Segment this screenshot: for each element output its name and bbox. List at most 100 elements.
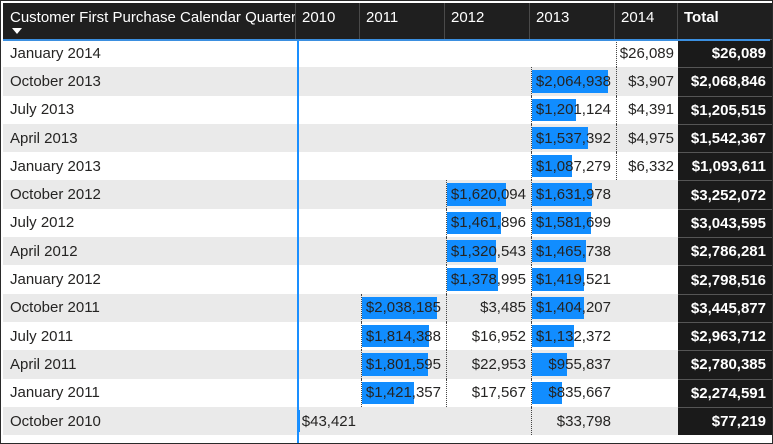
- row-label[interactable]: January 2014: [3, 39, 296, 68]
- value-cell[interactable]: [296, 180, 360, 209]
- value-cell[interactable]: [360, 123, 445, 153]
- value-cell[interactable]: [360, 265, 445, 294]
- column-header-2012[interactable]: 2012: [445, 3, 530, 39]
- value-cell[interactable]: [296, 39, 360, 68]
- column-header-2013[interactable]: 2013: [530, 3, 615, 39]
- row-label[interactable]: October 2010: [3, 406, 296, 436]
- value-cell[interactable]: [445, 406, 530, 436]
- row-total-cell[interactable]: $3,252,072: [678, 180, 772, 209]
- value-cell[interactable]: $1,620,094: [445, 180, 530, 209]
- value-cell[interactable]: $3,485: [445, 293, 530, 322]
- value-cell[interactable]: [296, 265, 360, 294]
- value-cell[interactable]: [615, 208, 678, 238]
- row-total-cell[interactable]: $1,542,367: [678, 123, 772, 153]
- value-cell[interactable]: [360, 208, 445, 238]
- value-cell[interactable]: [360, 67, 445, 96]
- value-cell[interactable]: [296, 378, 360, 407]
- value-cell[interactable]: [445, 39, 530, 68]
- value-cell[interactable]: [296, 208, 360, 238]
- value-cell[interactable]: $6,332: [615, 152, 678, 181]
- value-cell[interactable]: [445, 152, 530, 181]
- row-label[interactable]: April 2013: [3, 123, 296, 153]
- row-label[interactable]: January 2013: [3, 152, 296, 181]
- value-cell[interactable]: [445, 123, 530, 153]
- value-cell[interactable]: [615, 378, 678, 407]
- row-total-cell[interactable]: $2,786,281: [678, 237, 772, 266]
- value-cell[interactable]: [296, 237, 360, 266]
- value-cell[interactable]: $4,975: [615, 123, 678, 153]
- row-total-cell[interactable]: $2,068,846: [678, 67, 772, 96]
- value-cell[interactable]: $955,837: [530, 350, 615, 379]
- row-total-cell[interactable]: $77,219: [678, 406, 772, 436]
- value-cell[interactable]: [360, 237, 445, 266]
- value-cell[interactable]: [615, 406, 678, 436]
- value-cell[interactable]: $3,907: [615, 67, 678, 96]
- value-cell[interactable]: [615, 321, 678, 351]
- row-label[interactable]: July 2012: [3, 208, 296, 238]
- row-label[interactable]: July 2011: [3, 321, 296, 351]
- row-total-cell[interactable]: $26,089: [678, 39, 772, 68]
- value-cell[interactable]: $1,421,357: [360, 378, 445, 407]
- value-cell[interactable]: $2,038,185: [360, 293, 445, 322]
- value-cell[interactable]: [296, 95, 360, 124]
- column-header-2014[interactable]: 2014: [615, 3, 678, 39]
- row-label[interactable]: January 2011: [3, 378, 296, 407]
- row-label[interactable]: April 2012: [3, 237, 296, 266]
- row-label[interactable]: April 2011: [3, 350, 296, 379]
- row-label[interactable]: July 2013: [3, 95, 296, 124]
- row-total-cell[interactable]: $2,798,516: [678, 265, 772, 294]
- value-cell[interactable]: $33,798: [530, 406, 615, 436]
- value-cell[interactable]: [296, 321, 360, 351]
- row-total-cell[interactable]: $3,043,595: [678, 208, 772, 238]
- value-cell[interactable]: $1,801,595: [360, 350, 445, 379]
- value-cell[interactable]: [445, 95, 530, 124]
- value-cell[interactable]: $22,953: [445, 350, 530, 379]
- value-cell[interactable]: $1,404,207: [530, 293, 615, 322]
- sort-descending-icon[interactable]: [12, 28, 22, 34]
- value-cell[interactable]: [615, 293, 678, 322]
- value-cell[interactable]: $1,378,995: [445, 265, 530, 294]
- value-cell[interactable]: [296, 293, 360, 322]
- value-cell[interactable]: [615, 265, 678, 294]
- value-cell[interactable]: $26,089: [615, 39, 678, 68]
- row-total-cell[interactable]: $1,093,611: [678, 152, 772, 181]
- value-cell[interactable]: [296, 350, 360, 379]
- value-cell[interactable]: $1,132,372: [530, 321, 615, 351]
- value-cell[interactable]: [615, 350, 678, 379]
- column-resize-handle[interactable]: [297, 41, 299, 443]
- row-total-cell[interactable]: $2,780,385: [678, 350, 772, 379]
- row-header-customer-first-purchase-quarter[interactable]: Customer First Purchase Calendar Quarter: [3, 3, 296, 39]
- value-cell[interactable]: $1,581,699: [530, 208, 615, 238]
- value-cell[interactable]: [445, 67, 530, 96]
- value-cell[interactable]: $4,391: [615, 95, 678, 124]
- value-cell[interactable]: $1,419,521: [530, 265, 615, 294]
- value-cell[interactable]: $835,667: [530, 378, 615, 407]
- value-cell[interactable]: $1,461,896: [445, 208, 530, 238]
- row-total-cell[interactable]: $1,205,515: [678, 95, 772, 124]
- value-cell[interactable]: [360, 95, 445, 124]
- row-total-cell[interactable]: $2,274,591: [678, 378, 772, 407]
- value-cell[interactable]: $1,465,738: [530, 237, 615, 266]
- row-total-cell[interactable]: $2,963,712: [678, 321, 772, 351]
- value-cell[interactable]: [360, 152, 445, 181]
- column-header-total[interactable]: Total: [678, 3, 772, 39]
- value-cell[interactable]: [296, 67, 360, 96]
- row-label[interactable]: October 2012: [3, 180, 296, 209]
- value-cell[interactable]: $1,320,543: [445, 237, 530, 266]
- value-cell[interactable]: [360, 39, 445, 68]
- value-cell[interactable]: [615, 237, 678, 266]
- value-cell[interactable]: [360, 180, 445, 209]
- value-cell[interactable]: [296, 123, 360, 153]
- value-cell[interactable]: [360, 406, 445, 436]
- row-label[interactable]: January 2012: [3, 265, 296, 294]
- value-cell[interactable]: $1,814,388: [360, 321, 445, 351]
- value-cell[interactable]: $16,952: [445, 321, 530, 351]
- row-label[interactable]: October 2011: [3, 293, 296, 322]
- value-cell[interactable]: $1,201,124: [530, 95, 615, 124]
- value-cell[interactable]: $1,537,392: [530, 123, 615, 153]
- value-cell[interactable]: $1,631,978: [530, 180, 615, 209]
- value-cell[interactable]: [530, 39, 615, 68]
- column-header-2010[interactable]: 2010: [296, 3, 360, 39]
- value-cell[interactable]: $2,064,938: [530, 67, 615, 96]
- value-cell[interactable]: $1,087,279: [530, 152, 615, 181]
